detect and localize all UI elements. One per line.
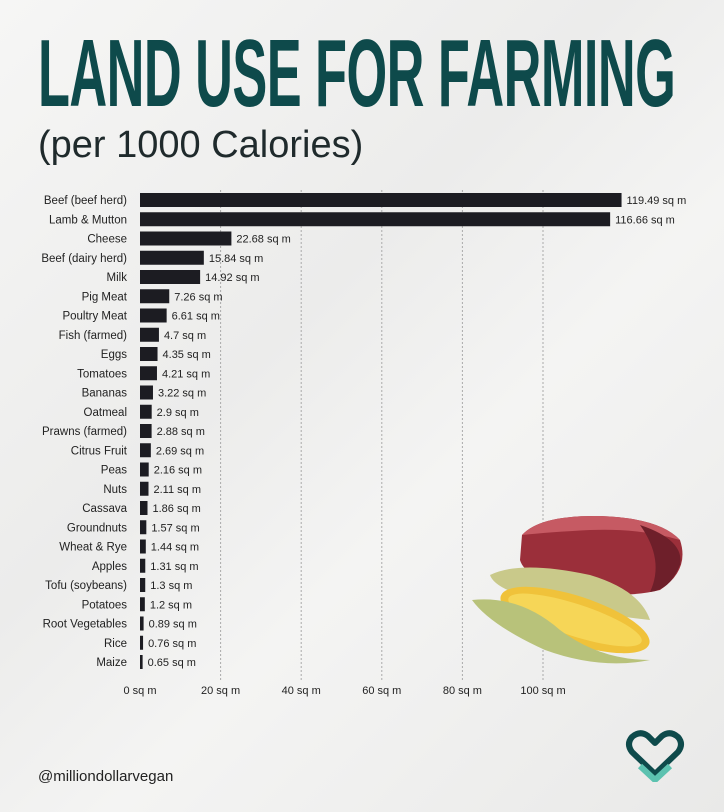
value-label: 4.35 sq m: [163, 349, 211, 361]
bar: [140, 424, 152, 438]
value-label: 1.44 sq m: [151, 542, 199, 554]
x-tick-label: 0 sq m: [123, 685, 156, 697]
bar: [140, 289, 170, 304]
bar: [140, 443, 151, 458]
value-label: 1.57 sq m: [151, 522, 199, 534]
value-label: 119.49 sq m: [627, 195, 687, 207]
bar: [140, 193, 622, 207]
bars: [140, 193, 622, 669]
value-label: 6.61 sq m: [172, 311, 220, 323]
value-label: 1.86 sq m: [152, 503, 200, 515]
bar: [140, 655, 143, 669]
value-label: 2.88 sq m: [157, 426, 205, 438]
category-label: Eggs: [101, 349, 127, 361]
category-label: Poultry Meat: [62, 311, 127, 323]
category-label: Potatoes: [82, 599, 128, 611]
bar: [140, 462, 149, 477]
bar: [140, 520, 147, 535]
value-label: 0.89 sq m: [149, 619, 197, 631]
category-label: Wheat & Rye: [59, 542, 127, 554]
category-label: Cassava: [82, 503, 127, 515]
x-tick-label: 100 sq m: [520, 685, 565, 697]
value-label: 2.69 sq m: [156, 445, 204, 457]
bar: [140, 250, 204, 265]
bar: [140, 578, 146, 592]
x-axis-ticks: 0 sq m 20 sq m 40 sq m 60 sq m 80 sq m 100 sq…: [123, 685, 565, 697]
bar: [140, 385, 153, 400]
x-tick-label: 60 sq m: [362, 685, 401, 697]
category-label: Fish (farmed): [59, 330, 128, 342]
bar: [140, 270, 201, 284]
category-label: Pig Meat: [82, 291, 128, 303]
value-label: 116.66 sq m: [615, 214, 675, 226]
corn-image: [472, 567, 650, 664]
bar: [140, 597, 145, 612]
value-label: 7.26 sq m: [174, 291, 222, 303]
value-label: 1.2 sq m: [150, 599, 192, 611]
category-label: Nuts: [103, 484, 127, 496]
value-label: 15.84 sq m: [209, 253, 263, 265]
value-label: 0.76 sq m: [148, 638, 196, 650]
heart-logo-icon: [624, 730, 686, 787]
category-label: Groundnuts: [67, 522, 127, 534]
category-label: Maize: [96, 657, 127, 669]
bar: [140, 558, 146, 573]
food-illustration: [472, 515, 683, 664]
value-label: 2.9 sq m: [157, 407, 199, 419]
value-label: 0.65 sq m: [148, 657, 196, 669]
value-label: 4.7 sq m: [164, 330, 206, 342]
category-label: Beef (beef herd): [44, 195, 127, 207]
value-label: 3.22 sq m: [158, 388, 206, 400]
value-label: 2.16 sq m: [154, 465, 202, 477]
author-handle: @milliondollarvegan: [38, 768, 174, 785]
bar: [140, 308, 167, 323]
bar: [140, 635, 144, 650]
value-label: 4.21 sq m: [162, 368, 210, 380]
category-label: Milk: [107, 272, 128, 284]
category-label: Oatmeal: [84, 407, 127, 419]
category-label: Lamb & Mutton: [49, 214, 127, 226]
x-tick-label: 80 sq m: [443, 685, 482, 697]
value-label: 2.11 sq m: [154, 484, 202, 496]
bar: [140, 539, 146, 554]
value-labels: 119.49 sq m 116.66 sq m 22.68 sq m 15.84 sq…: [148, 195, 687, 669]
bar: [140, 347, 158, 361]
category-label: Citrus Fruit: [71, 445, 128, 457]
category-labels: Beef (beef herd) Lamb & Mutton Cheese Beef …: [41, 195, 127, 669]
bar: [140, 501, 148, 515]
value-label: 22.68 sq m: [236, 234, 290, 246]
page-subtitle: (per 1000 Calories): [38, 124, 364, 166]
value-label: 14.92 sq m: [205, 272, 259, 284]
category-label: Peas: [101, 465, 127, 477]
category-label: Rice: [104, 638, 127, 650]
bar: [140, 231, 232, 246]
category-label: Prawns (farmed): [42, 426, 127, 438]
bar: [140, 616, 144, 631]
category-label: Root Vegetables: [43, 619, 128, 631]
category-label: Apples: [92, 561, 127, 573]
bar: [140, 366, 157, 381]
category-label: Beef (dairy herd): [41, 253, 127, 265]
bar: [140, 404, 152, 419]
value-label: 1.31 sq m: [150, 561, 198, 573]
bar: [140, 327, 159, 342]
page-title: LAND USE FOR FARMING: [38, 20, 676, 127]
category-label: Tofu (soybeans): [45, 580, 127, 592]
category-label: Tomatoes: [77, 368, 127, 380]
bar: [140, 481, 149, 496]
x-tick-label: 20 sq m: [201, 685, 240, 697]
value-label: 1.3 sq m: [150, 580, 192, 592]
x-tick-label: 40 sq m: [282, 685, 321, 697]
category-label: Bananas: [82, 388, 128, 400]
bar: [140, 212, 611, 227]
category-label: Cheese: [87, 234, 127, 246]
